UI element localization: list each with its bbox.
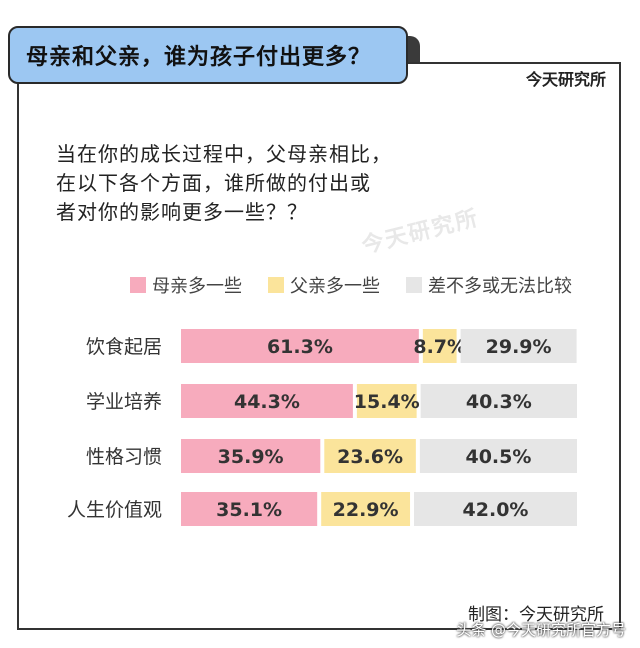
legend-item-neither: 差不多或无法比较 [406,272,572,298]
title-banner: 母亲和父亲，谁为孩子付出更多？ [8,26,408,84]
page-title: 母亲和父亲，谁为孩子付出更多？ [26,45,372,70]
bar-value-label: 35.1% [216,499,282,521]
bar-value-label: 40.5% [465,446,531,468]
category-label: 学业培养 [86,391,162,413]
bar-segment [324,439,416,473]
legend-item-mother: 母亲多一些 [130,272,242,298]
bar-segment [181,384,353,418]
source-watermark: 头条 @今天研究所官方号 [456,621,626,639]
bar-segment [460,329,577,363]
bar-value-label: 40.3% [466,391,532,413]
category-label: 性格习惯 [86,446,162,468]
bar-value-label: 35.9% [218,446,284,468]
bar-segment [422,329,457,363]
bar-segment [414,492,577,526]
legend-label: 母亲多一些 [152,276,242,297]
bar-value-label: 44.3% [234,391,300,413]
bar-segment [419,439,577,473]
survey-question: 当在你的成长过程中，父母亲相比， 在以下各个方面，谁所做的付出或 者对你的影响更… [56,140,476,227]
category-label: 人生价值观 [67,499,162,521]
legend-item-father: 父亲多一些 [268,272,380,298]
legend-label: 差不多或无法比较 [428,276,572,297]
legend-label: 父亲多一些 [290,276,380,297]
bar-segment [181,329,419,363]
brand-label: 今天研究所 [525,70,606,89]
bar-value-label: 15.4% [354,391,420,413]
bar-segment [321,492,411,526]
bar-segment [420,384,577,418]
bar-value-label: 29.9% [486,336,552,358]
bar-value-label: 22.9% [333,499,399,521]
chart-credit: 制图：今天研究所 [468,605,604,625]
bar-value-label: 8.7% [413,336,466,358]
question-line: 在以下各个方面，谁所做的付出或 [56,171,371,195]
bar-segment [181,439,321,473]
question-line: 当在你的成长过程中，父母亲相比， [56,142,392,166]
legend-swatch [268,277,284,293]
bar-segment [181,492,318,526]
legend-swatch [130,277,146,293]
bar-value-label: 42.0% [463,499,529,521]
bar-value-label: 23.6% [337,446,403,468]
bar-value-label: 61.3% [267,336,333,358]
question-line: 者对你的影响更多一些？？ [56,200,308,224]
category-label: 饮食起居 [86,336,162,358]
legend-swatch [406,277,422,293]
bar-segment [356,384,417,418]
